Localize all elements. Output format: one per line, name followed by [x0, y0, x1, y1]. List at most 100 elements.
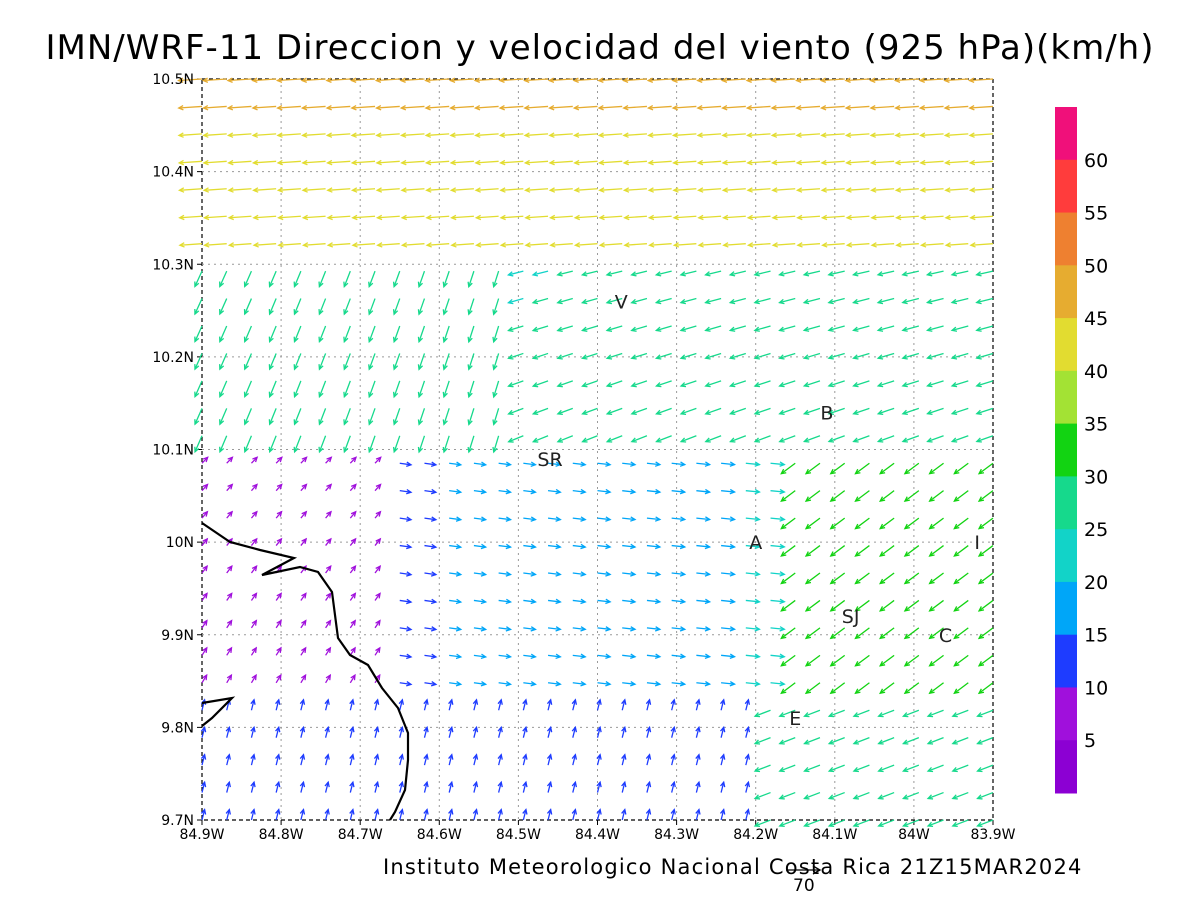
wind-arrow: [893, 77, 919, 84]
wind-arrow: [200, 808, 207, 821]
wind-arrow: [449, 653, 463, 660]
wind-arrow: [250, 753, 256, 766]
wind-arrow: [876, 297, 895, 305]
wind-arrow: [778, 380, 796, 388]
wind-arrow: [349, 646, 356, 656]
wind-arrow: [524, 214, 549, 221]
wind-arrow: [778, 709, 796, 718]
wind-arrow: [547, 461, 562, 467]
colorbar-label: 55: [1084, 203, 1108, 225]
wind-arrow: [472, 808, 479, 821]
wind-arrow: [854, 682, 870, 695]
wind-arrow: [671, 626, 687, 632]
wind-arrow: [753, 352, 771, 360]
wind-arrow: [178, 242, 203, 248]
wind-arrow: [829, 599, 846, 612]
wind-arrow: [449, 626, 463, 632]
wind-arrow: [556, 352, 573, 360]
wind-arrow: [622, 680, 637, 687]
wind-arrow: [343, 408, 351, 426]
wind-arrow: [547, 488, 562, 495]
wind-arrow: [671, 132, 697, 138]
wind-arrow: [721, 598, 737, 605]
wind-arrow: [497, 725, 503, 738]
wind-arrow: [194, 270, 203, 288]
wind-arrow: [854, 490, 870, 503]
wind-arrow: [976, 737, 994, 745]
wind-arrow: [201, 673, 208, 684]
wind-arrow: [523, 516, 537, 522]
wind-arrow: [373, 780, 380, 793]
wind-arrow: [301, 132, 326, 138]
wind-arrow: [804, 627, 821, 640]
wind-arrow: [697, 214, 722, 221]
wind-arrow: [400, 214, 425, 221]
wind-arrow: [268, 325, 277, 344]
wind-arrow: [679, 352, 697, 360]
wind-arrow: [219, 270, 228, 288]
wind-arrow: [844, 132, 870, 138]
wind-arrow: [474, 187, 499, 193]
wind-arrow: [250, 483, 258, 492]
wind-arrow: [926, 709, 944, 718]
wind-arrow: [399, 571, 413, 577]
wind-arrow: [523, 653, 537, 660]
wind-arrow: [375, 187, 400, 193]
wind-arrow: [977, 627, 994, 640]
wind-arrow: [876, 435, 895, 443]
wind-arrow: [448, 77, 474, 84]
wind-arrow: [268, 380, 277, 399]
wind-arrow: [276, 159, 301, 166]
wind-arrow: [497, 698, 503, 711]
wind-arrow: [679, 407, 697, 415]
wind-arrow: [300, 483, 308, 492]
wind-arrow: [597, 543, 612, 550]
wind-arrow: [596, 808, 602, 821]
wind-arrow: [275, 698, 281, 711]
wind-arrow: [299, 808, 306, 821]
wind-arrow: [646, 680, 662, 687]
wind-arrow: [704, 435, 722, 443]
wind-arrow: [450, 242, 474, 248]
wind-arrow: [778, 325, 796, 332]
wind-arrow: [524, 187, 549, 193]
wind-arrow: [498, 598, 513, 605]
wind-arrow: [556, 435, 574, 443]
wind-arrow: [177, 159, 203, 166]
wind-arrow: [670, 698, 676, 711]
wind-arrow: [597, 461, 612, 467]
wind-arrow: [975, 352, 994, 360]
wind-arrow: [654, 297, 672, 305]
wind-arrow: [572, 516, 587, 522]
wind-arrow: [795, 132, 821, 138]
wind-arrow: [597, 571, 612, 577]
wind-arrow: [622, 571, 637, 577]
place-label: V: [615, 291, 628, 313]
wind-arrow: [804, 654, 821, 667]
wind-arrow: [804, 545, 821, 557]
wind-arrow: [268, 435, 277, 454]
wind-arrow: [951, 791, 969, 800]
wind-arrow: [622, 516, 637, 522]
wind-arrow: [275, 646, 282, 656]
wind-arrow: [854, 599, 870, 612]
place-label: SJ: [842, 606, 860, 628]
wind-arrow: [399, 132, 425, 138]
wind-arrow: [449, 488, 463, 495]
wind-arrow: [753, 380, 771, 388]
wind-arrow: [647, 132, 672, 138]
wind-arrow: [926, 737, 944, 745]
wind-arrow: [448, 753, 454, 766]
wind-arrow: [803, 764, 821, 773]
wind-arrow: [325, 592, 332, 601]
wind-arrow: [943, 104, 969, 111]
wind-arrow: [474, 159, 499, 166]
wind-arrow: [498, 77, 524, 84]
wind-arrow: [301, 187, 326, 193]
wind-arrow: [951, 764, 969, 773]
wind-arrow: [201, 456, 209, 464]
wind-arrow: [392, 298, 401, 316]
wind-arrow: [770, 461, 786, 467]
wind-arrow: [546, 753, 553, 766]
wind-arrow: [728, 270, 746, 277]
